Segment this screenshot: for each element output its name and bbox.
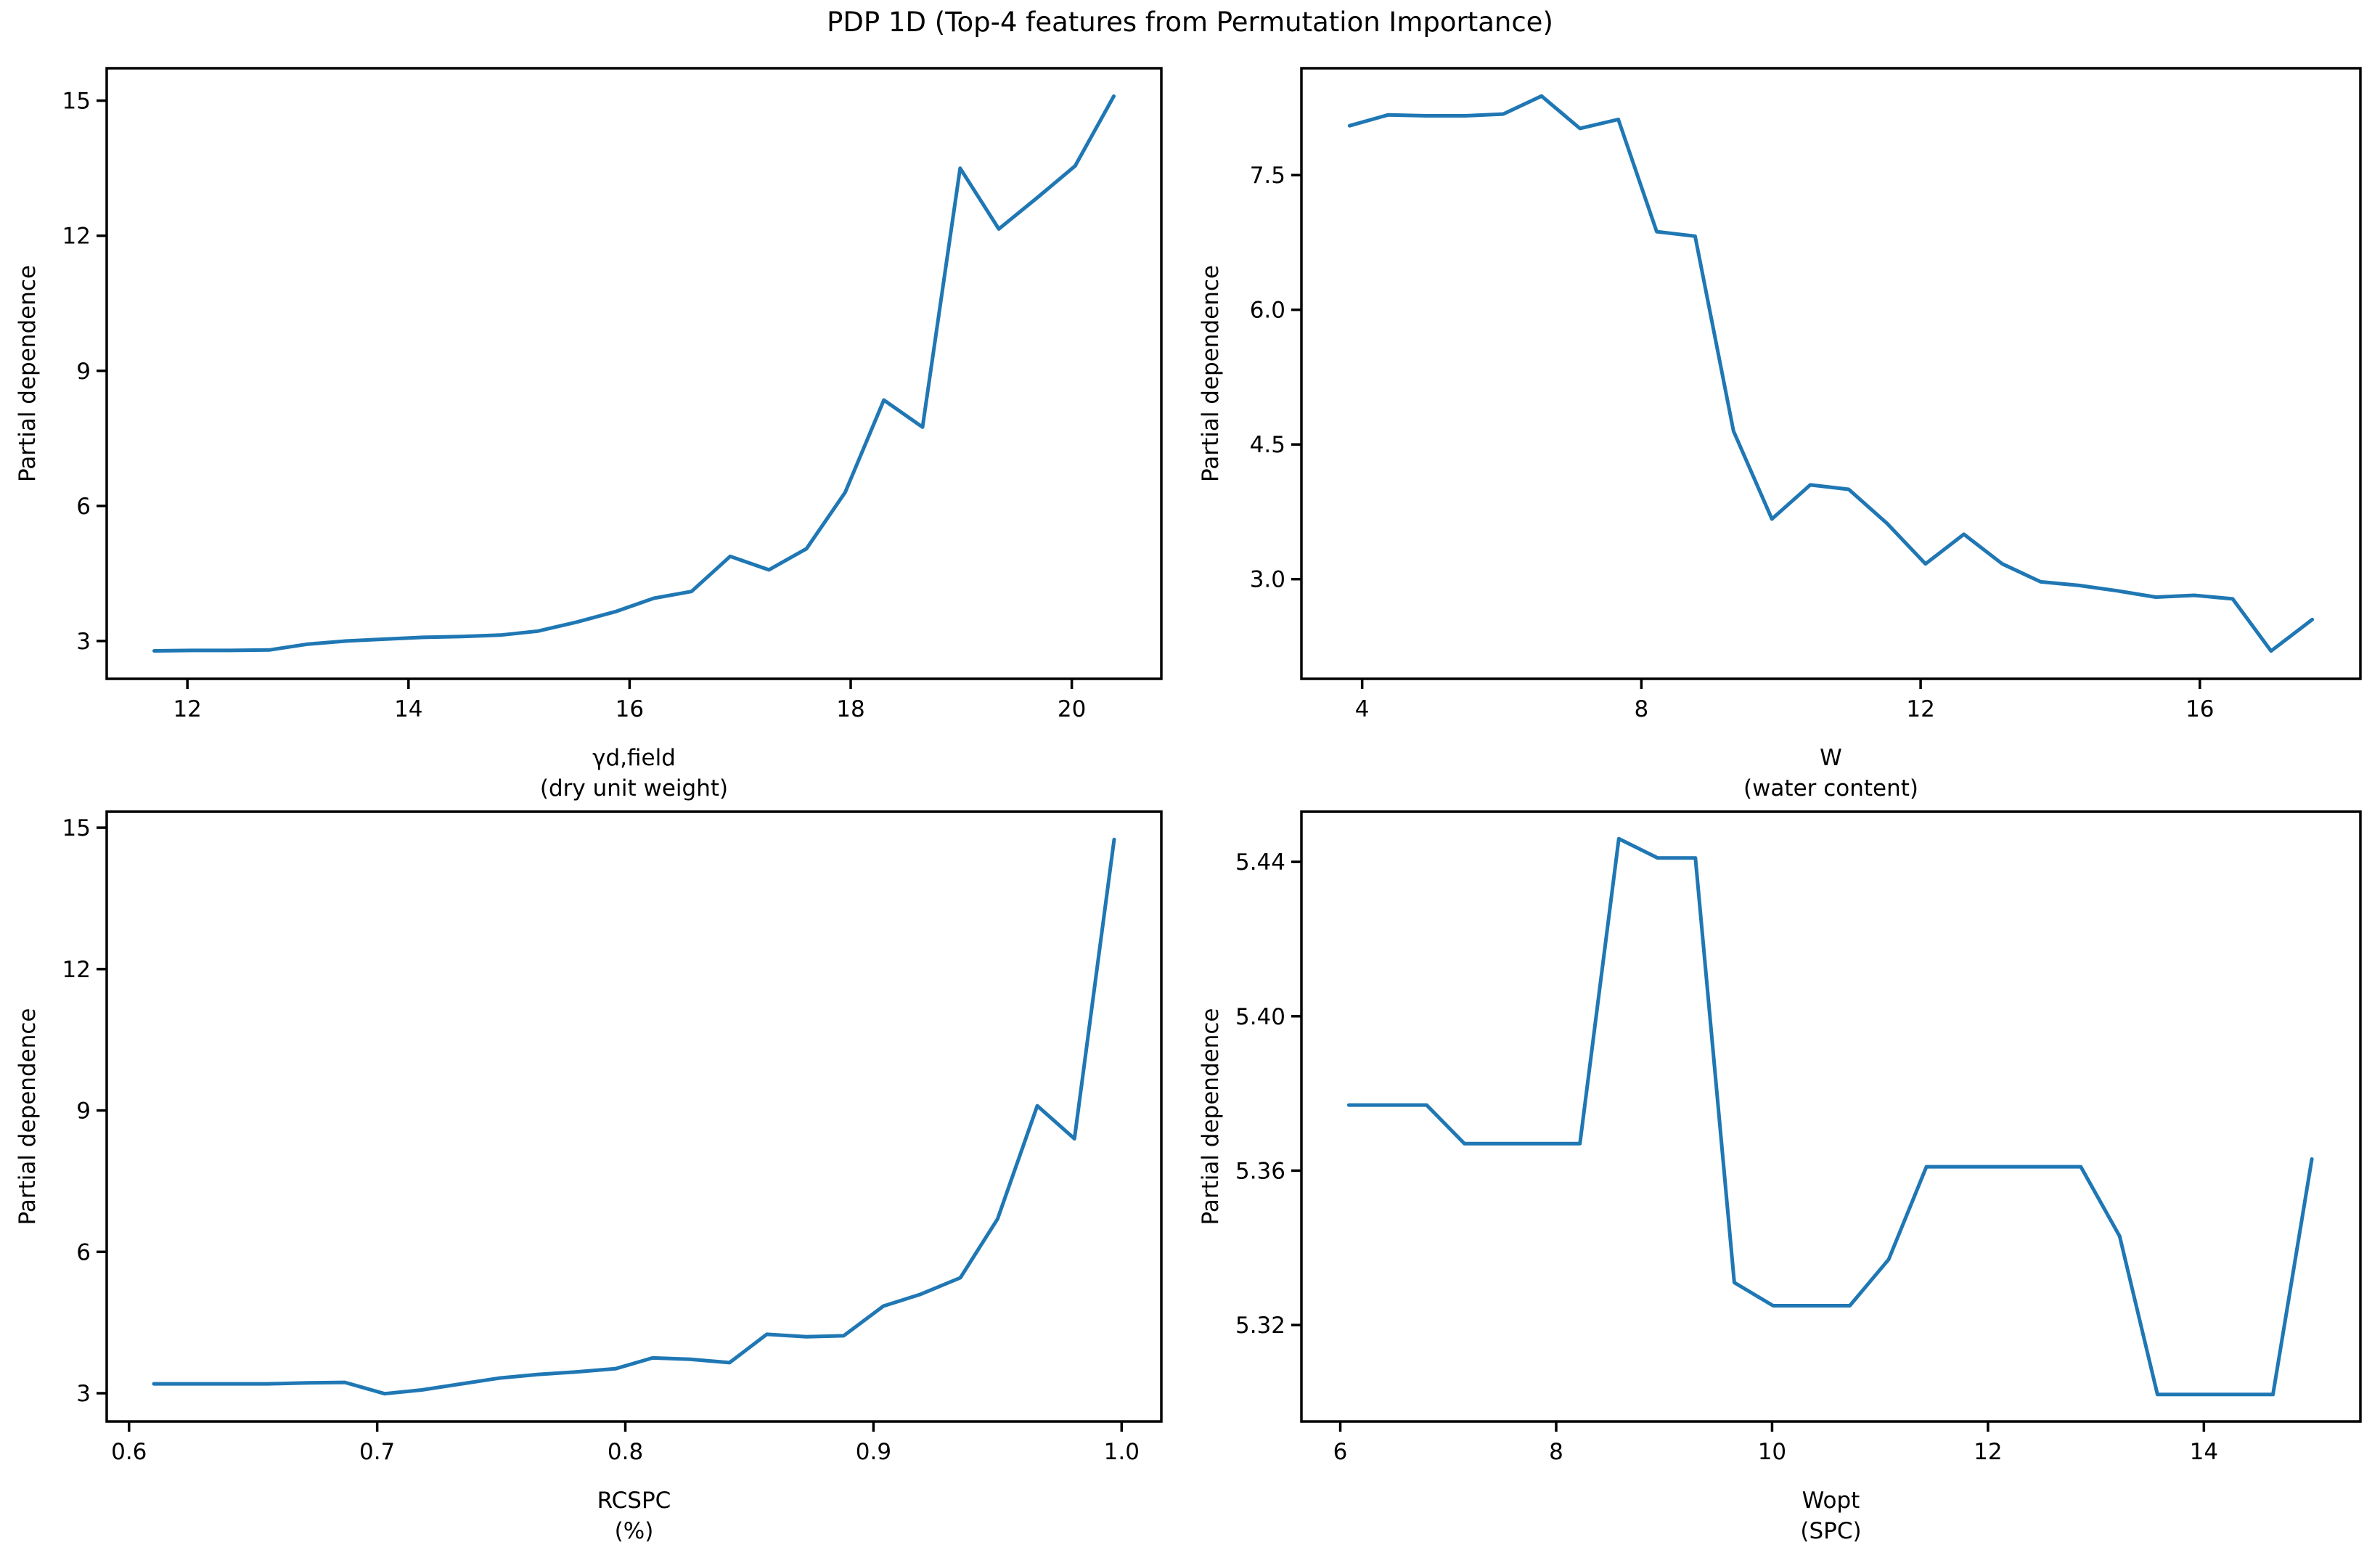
pdp-line bbox=[152, 837, 1116, 1396]
x-axis-label: RCSPC bbox=[597, 1488, 671, 1514]
axes-frame bbox=[1300, 810, 2362, 1423]
y-tick-label: 7.5 bbox=[1250, 163, 1285, 189]
axes-frame bbox=[105, 67, 1163, 680]
axes-frame bbox=[105, 810, 1163, 1423]
x-tick-label: 12 bbox=[173, 696, 201, 722]
x-axis-label: γd,field bbox=[592, 745, 676, 771]
x-tick-label: 16 bbox=[2185, 696, 2214, 722]
y-tick-label: 9 bbox=[76, 1098, 91, 1125]
y-tick-label: 5.44 bbox=[1235, 849, 1285, 876]
figure-title: PDP 1D (Top-4 features from Permutation … bbox=[827, 7, 1553, 38]
y-tick-label: 6.0 bbox=[1250, 298, 1285, 324]
y-tick-label: 6 bbox=[76, 1239, 91, 1265]
pdp-line bbox=[152, 94, 1116, 653]
y-axis-label: Partial dependence bbox=[1198, 265, 1224, 482]
subplot-w-water-content: 4 8 12 16 3.0 4.5 6.0 7.5 W (water content) Partia… bbox=[1198, 67, 2362, 802]
y-tick-label: 4.5 bbox=[1250, 432, 1285, 458]
x-tick-label: 0.9 bbox=[856, 1439, 891, 1465]
subplot-wopt-spc: 6 8 10 12 14 5.32 5.36 5.40 5.44 Wopt (SPC) Partial… bbox=[1198, 810, 2362, 1544]
y-tick-label: 12 bbox=[62, 224, 91, 250]
x-tick-label: 12 bbox=[1974, 1439, 2002, 1465]
subplot-gamma-d-field: 12 14 16 18 20 3 6 9 12 15 γd,field (dry unit weigh… bbox=[15, 67, 1163, 802]
x-axis-label: Wopt bbox=[1802, 1488, 1860, 1514]
x-tick-label: 10 bbox=[1758, 1439, 1786, 1465]
x-tick-label: 14 bbox=[394, 696, 422, 722]
y-tick-label: 3 bbox=[76, 1381, 91, 1407]
x-axis-label: W bbox=[1820, 745, 1842, 771]
x-tick-label: 0.8 bbox=[608, 1439, 643, 1465]
x-tick-label: 20 bbox=[1058, 696, 1086, 722]
x-tick-label: 1.0 bbox=[1104, 1439, 1140, 1465]
x-axis-sublabel: (SPC) bbox=[1800, 1518, 1861, 1544]
y-tick-label: 9 bbox=[76, 359, 91, 385]
x-tick-label: 16 bbox=[616, 696, 644, 722]
x-tick-label: 14 bbox=[2190, 1439, 2218, 1465]
y-axis-label: Partial dependence bbox=[1198, 1008, 1224, 1225]
y-tick-label: 3.0 bbox=[1250, 567, 1285, 593]
y-tick-label: 12 bbox=[62, 957, 91, 983]
y-tick-label: 5.36 bbox=[1235, 1158, 1285, 1184]
y-tick-label: 15 bbox=[62, 89, 91, 115]
y-tick-label: 5.32 bbox=[1235, 1313, 1285, 1339]
x-tick-label: 6 bbox=[1333, 1439, 1348, 1465]
x-axis-sublabel: (%) bbox=[615, 1518, 654, 1544]
x-tick-label: 0.7 bbox=[359, 1439, 395, 1465]
pdp-line bbox=[1347, 94, 2315, 653]
y-tick-label: 6 bbox=[76, 494, 91, 520]
axes-frame bbox=[1300, 67, 2362, 680]
y-tick-label: 15 bbox=[62, 815, 91, 841]
pdp-line bbox=[1346, 836, 2314, 1397]
y-tick-label: 3 bbox=[76, 629, 91, 655]
y-axis-label: Partial dependence bbox=[15, 265, 41, 482]
x-tick-label: 18 bbox=[836, 696, 864, 722]
y-axis-label: Partial dependence bbox=[15, 1008, 41, 1225]
x-axis-sublabel: (dry unit weight) bbox=[540, 775, 728, 802]
x-tick-label: 8 bbox=[1635, 696, 1649, 722]
x-tick-label: 8 bbox=[1549, 1439, 1563, 1465]
x-tick-label: 12 bbox=[1906, 696, 1934, 722]
x-axis-sublabel: (water content) bbox=[1743, 775, 1918, 802]
x-tick-label: 4 bbox=[1355, 696, 1370, 722]
y-tick-label: 5.40 bbox=[1235, 1004, 1285, 1030]
x-tick-label: 0.6 bbox=[111, 1439, 147, 1465]
subplot-rcspc: 0.6 0.7 0.8 0.9 1.0 3 6 9 12 15 RCSPC (%) Partial de… bbox=[15, 810, 1163, 1544]
